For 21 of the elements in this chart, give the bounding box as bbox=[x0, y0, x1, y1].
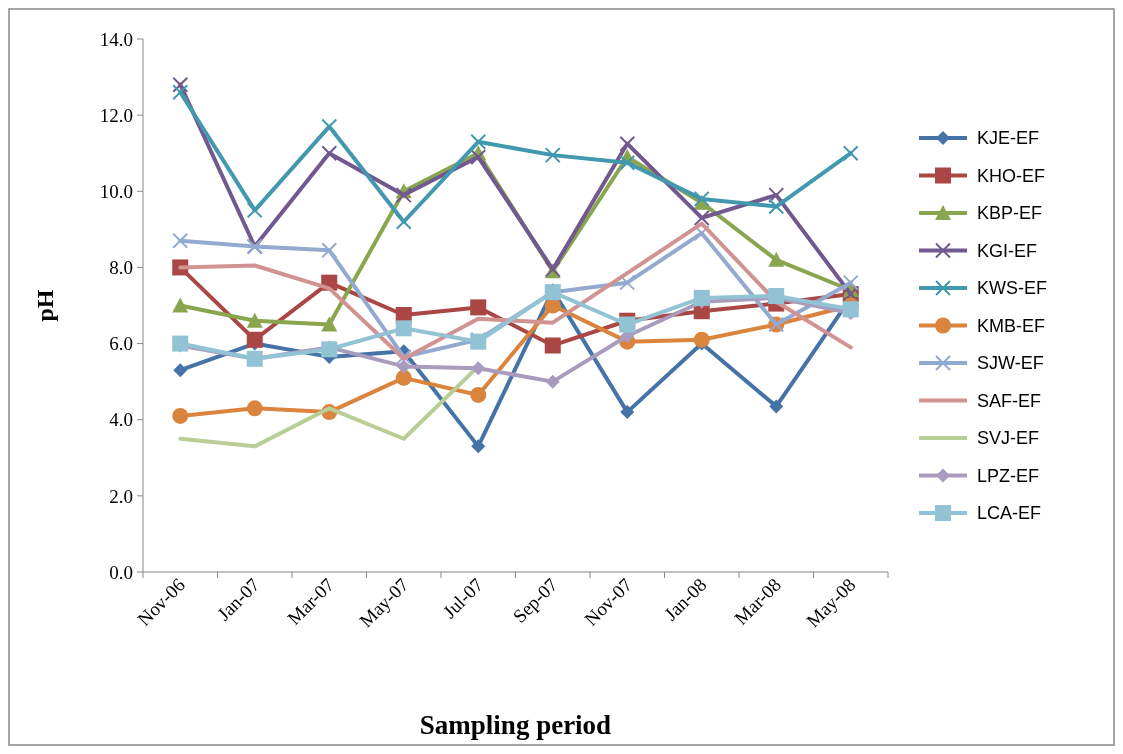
legend-label: SVJ-EF bbox=[977, 428, 1040, 449]
legend-label: KHO-EF bbox=[977, 165, 1046, 186]
legend-label: SJW-EF bbox=[977, 353, 1044, 374]
legend-label: KBP-EF bbox=[977, 203, 1043, 224]
legend-label: LPZ-EF bbox=[977, 465, 1040, 486]
y-tick-label: 2.0 bbox=[109, 485, 133, 507]
legend-label: KGI-EF bbox=[977, 240, 1038, 261]
y-tick-label: 6.0 bbox=[109, 333, 133, 355]
legend-label: LCA-EF bbox=[977, 503, 1042, 524]
y-tick-label: 14.0 bbox=[99, 28, 133, 50]
y-axis-title: pH bbox=[32, 289, 58, 322]
y-tick-label: 8.0 bbox=[109, 257, 133, 279]
y-tick-label: 0.0 bbox=[109, 561, 133, 583]
legend-label: KJE-EF bbox=[977, 128, 1040, 149]
legend-label: KWS-EF bbox=[977, 278, 1047, 299]
y-tick-label: 10.0 bbox=[99, 180, 133, 202]
legend-label: KMB-EF bbox=[977, 315, 1046, 336]
y-tick-label: 12.0 bbox=[99, 104, 133, 126]
x-axis-title: Sampling period bbox=[419, 710, 612, 740]
legend-label: SAF-EF bbox=[977, 390, 1042, 411]
y-tick-label: 4.0 bbox=[109, 409, 133, 431]
